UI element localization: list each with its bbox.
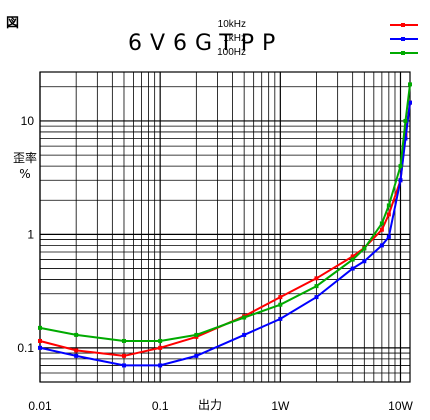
data-point-1khz bbox=[121, 363, 126, 368]
data-point-1khz bbox=[362, 259, 367, 264]
data-point-100hz bbox=[278, 302, 283, 307]
data-point-1khz bbox=[158, 363, 163, 368]
data-point-100hz bbox=[38, 325, 42, 330]
data-point-10khz bbox=[350, 254, 355, 259]
y-axis-label-line-1: 歪率 bbox=[12, 151, 37, 165]
y-axis-label-line-2: % bbox=[19, 167, 31, 181]
x-tick-label: 0.1 bbox=[152, 399, 169, 413]
data-point-100hz bbox=[362, 246, 367, 251]
data-point-10khz bbox=[74, 348, 79, 353]
data-point-1khz bbox=[398, 178, 403, 183]
data-point-100hz bbox=[403, 118, 408, 123]
data-point-100hz bbox=[386, 203, 391, 208]
data-point-1khz bbox=[314, 295, 319, 300]
data-point-10khz bbox=[38, 338, 42, 343]
data-point-1khz bbox=[403, 136, 408, 141]
x-axis-label: 出力 bbox=[198, 398, 223, 412]
x-tick-label: 0.01 bbox=[28, 399, 52, 413]
data-point-10khz bbox=[379, 227, 384, 232]
y-tick-label: 1 bbox=[27, 227, 34, 241]
x-tick-label: 1W bbox=[271, 399, 290, 413]
legend-label-10khz: 10kHz bbox=[217, 19, 246, 30]
legend-swatch-100hz bbox=[390, 51, 418, 55]
data-point-100hz bbox=[194, 332, 199, 337]
data-point-10khz bbox=[121, 353, 126, 358]
figure-label: 図 bbox=[6, 16, 20, 31]
legend-label-100hz: 100Hz bbox=[217, 47, 246, 58]
data-point-100hz bbox=[74, 332, 79, 337]
data-point-100hz bbox=[350, 257, 355, 262]
data-point-1khz bbox=[386, 234, 391, 239]
data-point-10khz bbox=[314, 276, 319, 281]
data-point-1khz bbox=[350, 266, 355, 271]
data-point-1khz bbox=[408, 100, 412, 105]
chart-title: 6V6GTPP bbox=[128, 31, 284, 56]
data-point-10khz bbox=[278, 295, 283, 300]
data-point-100hz bbox=[242, 315, 247, 320]
x-tick-label: 10W bbox=[388, 399, 413, 413]
data-point-100hz bbox=[158, 338, 163, 343]
legend-swatch-10khz bbox=[390, 23, 418, 27]
data-point-10khz bbox=[386, 212, 391, 217]
y-axis-label: 歪率 % bbox=[10, 150, 40, 182]
legend-swatch-1khz bbox=[390, 37, 418, 41]
series-line-10khz bbox=[39, 102, 411, 357]
data-point-1khz bbox=[194, 353, 199, 358]
data-point-10khz bbox=[158, 345, 163, 350]
data-point-100hz bbox=[121, 338, 126, 343]
data-point-100hz bbox=[408, 82, 412, 87]
y-tick-label: 0.1 bbox=[17, 341, 34, 355]
series-line-100hz bbox=[39, 84, 411, 342]
plot-frame bbox=[39, 71, 411, 383]
data-point-1khz bbox=[242, 332, 247, 337]
data-point-1khz bbox=[278, 316, 283, 321]
data-point-1khz bbox=[74, 353, 79, 358]
data-point-1khz bbox=[38, 345, 42, 350]
data-point-100hz bbox=[379, 221, 384, 226]
data-point-100hz bbox=[398, 164, 403, 169]
y-tick-label: 10 bbox=[21, 114, 35, 128]
legend-label-1khz: 1kHz bbox=[223, 33, 246, 44]
data-point-100hz bbox=[314, 284, 319, 289]
data-point-1khz bbox=[379, 243, 384, 248]
